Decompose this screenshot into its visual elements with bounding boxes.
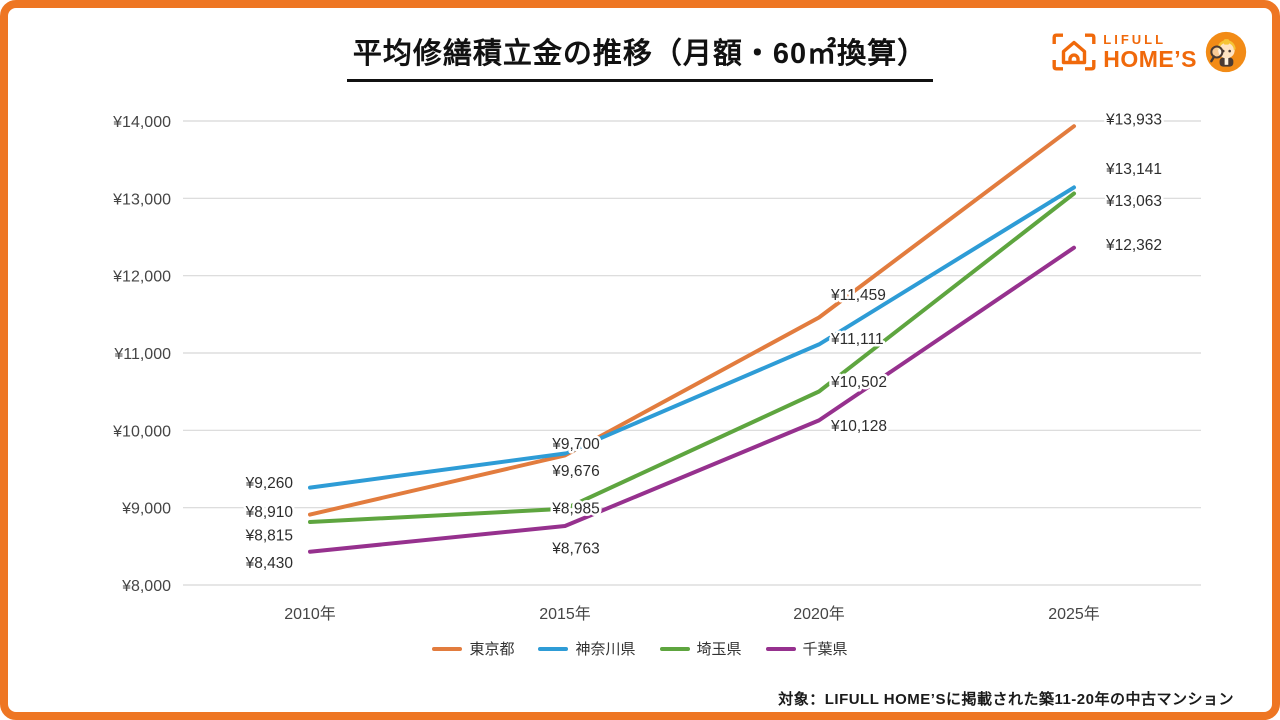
data-label: ¥10,128	[830, 418, 887, 435]
header: 平均修繕積立金の推移（月額・60㎡換算）	[8, 30, 1272, 82]
data-label: ¥8,815	[245, 528, 293, 545]
x-tick-label: 2025年	[1048, 605, 1100, 623]
legend-swatch-tokyo	[432, 646, 463, 651]
x-tick-label: 2010年	[284, 605, 336, 623]
legend-swatch-chiba	[765, 646, 796, 651]
y-tick-label: ¥8,000	[121, 578, 171, 595]
chart-legend: 東京都 神奈川県 埼玉県 千葉県	[8, 638, 1272, 659]
y-tick-label: ¥12,000	[112, 269, 171, 286]
page-title: 平均修繕積立金の推移（月額・60㎡換算）	[346, 30, 934, 82]
data-label: ¥13,063	[1105, 193, 1162, 210]
mascot-icon	[1205, 31, 1247, 73]
legend-item-saitama: 埼玉県	[659, 638, 742, 659]
y-tick-label: ¥9,000	[121, 501, 171, 518]
legend-label-chiba: 千葉県	[802, 641, 848, 658]
logo-line-homes: HOME’S	[1103, 46, 1197, 72]
logo-line-lifull: LIFULL	[1103, 32, 1167, 47]
data-label: ¥11,459	[830, 287, 886, 304]
data-label: ¥8,910	[245, 504, 294, 521]
data-label: ¥11,111	[830, 331, 884, 348]
data-label: ¥8,985	[551, 500, 599, 517]
legend-item-tokyo: 東京都	[432, 638, 514, 659]
y-tick-label: ¥13,000	[112, 191, 171, 208]
series-line-2	[308, 191, 1076, 524]
home-icon	[1052, 33, 1096, 71]
data-label: ¥12,362	[1105, 237, 1162, 254]
source-note: 対象：LIFULL HOME’Sに掲載された築11-20年の中古マンション	[778, 691, 1234, 708]
data-label: ¥9,260	[245, 475, 294, 492]
legend-item-kanagawa: 神奈川県	[538, 638, 636, 659]
y-tick-label: ¥10,000	[112, 423, 171, 440]
series-line-0	[308, 124, 1076, 517]
legend-item-chiba: 千葉県	[765, 638, 848, 659]
data-label: ¥13,933	[1105, 112, 1162, 129]
legend-swatch-kanagawa	[538, 646, 569, 651]
legend-label-tokyo: 東京都	[469, 641, 515, 658]
legend-label-kanagawa: 神奈川県	[575, 641, 636, 658]
data-label: ¥9,676	[551, 463, 599, 480]
repair-reserve-line-chart: ¥14,000 ¥13,000 ¥12,000 ¥11,000 ¥10,000 ¥9,00…	[112, 109, 1201, 623]
x-tick-label: 2015年	[539, 605, 591, 623]
data-label: ¥8,763	[551, 541, 599, 558]
data-label: ¥9,700	[551, 436, 600, 453]
legend-label-saitama: 埼玉県	[696, 641, 742, 658]
y-tick-label: ¥14,000	[112, 114, 171, 131]
series-line-3	[308, 245, 1076, 554]
data-label: ¥8,430	[245, 555, 294, 572]
legend-swatch-saitama	[659, 646, 690, 651]
y-tick-label: ¥11,000	[113, 346, 171, 363]
x-tick-label: 2020年	[793, 605, 845, 623]
series-line-1	[308, 185, 1076, 490]
lifull-homes-logo: LIFULL HOME’S	[1052, 30, 1248, 74]
data-label: ¥10,502	[830, 374, 887, 391]
data-label: ¥13,141	[1105, 161, 1162, 178]
logo-wordmark: LIFULL HOME’S	[1103, 33, 1197, 71]
